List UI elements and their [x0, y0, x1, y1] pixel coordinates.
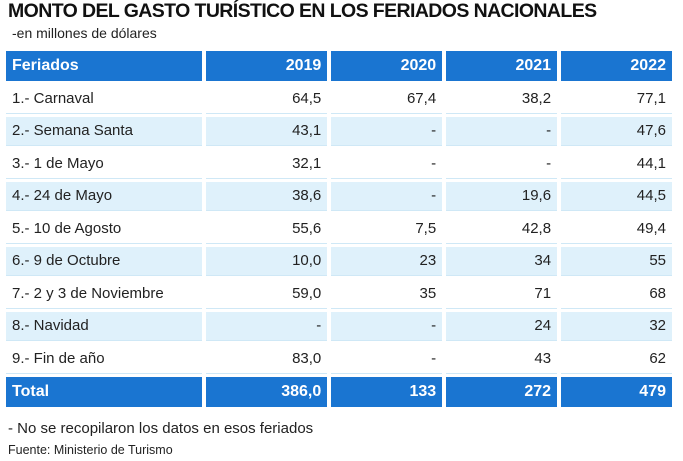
data-table: Feriados 2019 2020 2021 2022 1.- Carnava… — [2, 48, 676, 410]
table-cell: 23 — [331, 246, 443, 276]
table-cell: 68 — [561, 279, 672, 309]
row-label: 5.- 10 de Agosto — [6, 214, 202, 244]
total-label: Total — [6, 376, 202, 407]
row-label: 6.- 9 de Octubre — [6, 246, 202, 276]
column-header: 2021 — [446, 51, 558, 81]
table-row: 9.- Fin de año 83,0-43 62 — [6, 344, 672, 374]
table-row: 1.- Carnaval 64,5 67,4 38,2 77,1 — [6, 84, 672, 114]
table-cell: 43 — [446, 344, 558, 374]
table-cell: 38,6 — [206, 181, 328, 211]
table-body: 1.- Carnaval 64,5 67,4 38,2 77,1 2.- Semana S… — [6, 84, 672, 374]
table-cell: 34 — [446, 246, 558, 276]
chart-subtitle: -en millones de dólares — [12, 25, 157, 41]
row-label: 2.- Semana Santa — [6, 116, 202, 146]
table-cell: 35 — [331, 279, 443, 309]
table-cell: 43,1 — [206, 116, 328, 146]
table-row: 8.- Navidad - -24 32 — [6, 311, 672, 341]
table-row: 7.- 2 y 3 de Noviembre 59,0 35 71 68 — [6, 279, 672, 309]
table-cell: - — [331, 311, 443, 341]
row-label: 3.- 1 de Mayo — [6, 149, 202, 179]
row-label: 1.- Carnaval — [6, 84, 202, 114]
table-cell: 7,5 — [331, 214, 443, 244]
table-cell: 47,6 — [561, 116, 672, 146]
table-cell: 42,8 — [446, 214, 558, 244]
table-row: 2.- Semana Santa 43,1- -47,6 — [6, 116, 672, 146]
table-cell: 49,4 — [561, 214, 672, 244]
column-header: Feriados — [6, 51, 202, 81]
table-cell: 55,6 — [206, 214, 328, 244]
total-row: Total 386,0 133 272 479 — [6, 376, 672, 407]
table-cell: 24 — [446, 311, 558, 341]
table-cell: 59,0 — [206, 279, 328, 309]
table-cell: - — [206, 311, 328, 341]
total-cell: 133 — [331, 376, 443, 407]
table-cell: - — [331, 149, 443, 179]
table-cell: - — [331, 181, 443, 211]
table-cell: - — [446, 149, 558, 179]
table-row: 3.- 1 de Mayo 32,1- -44,1 — [6, 149, 672, 179]
table-cell: 32,1 — [206, 149, 328, 179]
total-cell: 386,0 — [206, 376, 328, 407]
table-cell: 64,5 — [206, 84, 328, 114]
table-cell: - — [446, 116, 558, 146]
header-row: Feriados 2019 2020 2021 2022 — [6, 51, 672, 81]
source-note: Fuente: Ministerio de Turismo — [8, 443, 173, 457]
table-cell: 44,1 — [561, 149, 672, 179]
footnote: - No se recopilaron los datos en esos fe… — [8, 420, 314, 437]
column-header: 2022 — [561, 51, 672, 81]
column-header: 2019 — [206, 51, 328, 81]
table-cell: 44,5 — [561, 181, 672, 211]
table-cell: 77,1 — [561, 84, 672, 114]
chart-title: MONTO DEL GASTO TURÍSTICO EN LOS FERIADO… — [8, 0, 597, 22]
table-row: 4.- 24 de Mayo 38,6-19,6 44,5 — [6, 181, 672, 211]
table-cell: - — [331, 344, 443, 374]
table-cell: 71 — [446, 279, 558, 309]
table-cell: 19,6 — [446, 181, 558, 211]
table-cell: 32 — [561, 311, 672, 341]
column-header: 2020 — [331, 51, 443, 81]
table-cell: - — [331, 116, 443, 146]
total-cell: 479 — [561, 376, 672, 407]
table-cell: 83,0 — [206, 344, 328, 374]
total-cell: 272 — [446, 376, 558, 407]
table-cell: 10,0 — [206, 246, 328, 276]
table-row: 6.- 9 de Octubre 10,0 23 34 55 — [6, 246, 672, 276]
table-cell: 38,2 — [446, 84, 558, 114]
table-cell: 55 — [561, 246, 672, 276]
row-label: 4.- 24 de Mayo — [6, 181, 202, 211]
row-label: 8.- Navidad — [6, 311, 202, 341]
table-cell: 62 — [561, 344, 672, 374]
table-cell: 67,4 — [331, 84, 443, 114]
table-row: 5.- 10 de Agosto 55,6 7,5 42,8 49,4 — [6, 214, 672, 244]
row-label: 9.- Fin de año — [6, 344, 202, 374]
row-label: 7.- 2 y 3 de Noviembre — [6, 279, 202, 309]
